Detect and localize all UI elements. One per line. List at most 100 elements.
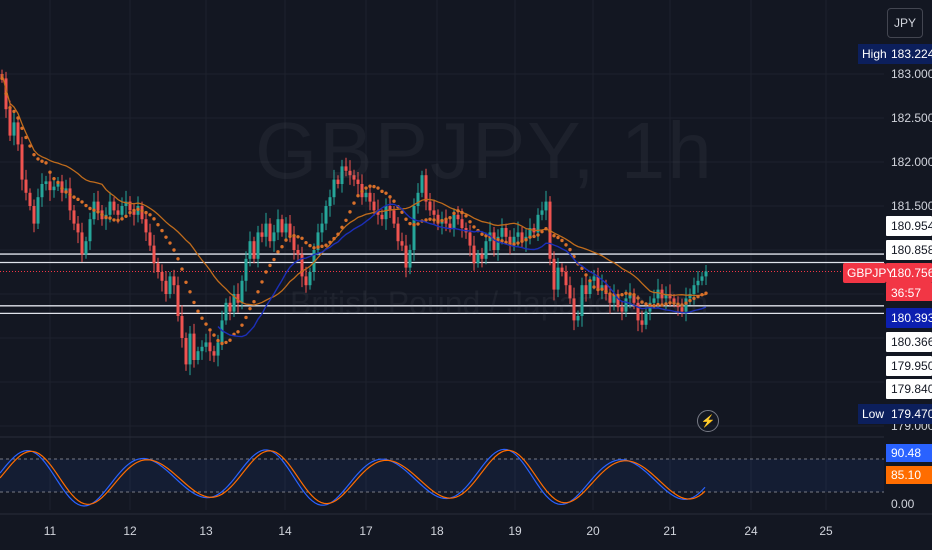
x-tick-label: 17 <box>359 524 373 538</box>
ma-dot <box>580 266 584 271</box>
ma-dot <box>92 208 96 212</box>
ma-dot <box>352 201 356 205</box>
candle-body <box>172 276 176 286</box>
candle-body <box>28 192 32 206</box>
stoch-band <box>0 459 884 492</box>
y-tick-label: 181.500 <box>891 199 932 213</box>
candle-body <box>620 307 624 312</box>
candle-body <box>216 342 220 356</box>
ma-dot <box>344 218 348 222</box>
ma-dot <box>260 280 264 284</box>
low-value: 179.470 <box>891 407 932 421</box>
candle-body <box>380 214 384 220</box>
candle-body <box>140 206 144 220</box>
candle-body <box>184 338 188 365</box>
ma-dot <box>4 92 8 96</box>
candle-body <box>576 316 580 321</box>
ma-dot <box>144 210 148 215</box>
candle-body <box>672 298 676 303</box>
ma-dot <box>12 109 16 114</box>
ma-dot <box>0 76 4 81</box>
candle-body <box>276 219 280 233</box>
candle-body <box>236 294 240 303</box>
candle-body <box>392 210 396 224</box>
ma-blue-value: 180.393 <box>891 311 932 325</box>
bolt-icon[interactable]: ⚡ <box>697 410 719 432</box>
ma-dot <box>276 250 280 254</box>
ma-dot <box>372 184 376 189</box>
candle-body <box>624 298 628 312</box>
ma-dot <box>436 219 440 223</box>
candle-body <box>612 294 616 303</box>
ma-dot <box>408 221 412 226</box>
candle-body <box>44 181 48 184</box>
ma-dot <box>120 217 124 221</box>
candle-body <box>596 276 600 290</box>
candle-body <box>312 250 316 272</box>
ma-dot <box>532 234 536 239</box>
candle-body <box>500 228 504 237</box>
ma-dot <box>48 170 52 174</box>
ma-dot <box>40 159 44 163</box>
candle-body <box>652 298 656 303</box>
ma-dot <box>192 300 196 305</box>
candle-body <box>344 166 348 171</box>
candle-body <box>432 210 436 215</box>
ma-dot <box>528 235 532 239</box>
ma-dot <box>524 238 528 242</box>
y-tick-label: 182.000 <box>891 155 932 169</box>
candle-body <box>156 263 160 272</box>
ma-dot <box>516 241 520 245</box>
ma-dot <box>20 126 24 130</box>
candle-body <box>544 201 548 211</box>
ma-dot <box>56 180 60 185</box>
ma-dot <box>212 333 216 337</box>
high-value: 183.224 <box>891 47 932 61</box>
level-180954-bg <box>886 216 932 236</box>
ma-dot <box>584 273 588 277</box>
candle-body <box>164 280 168 294</box>
candle-body <box>12 122 16 136</box>
candle-body <box>200 346 204 352</box>
candle-body <box>436 214 440 224</box>
ma-dot <box>184 280 188 284</box>
ma-dot <box>16 116 20 120</box>
candle-body <box>232 294 236 312</box>
ma-dot <box>152 217 156 221</box>
candle-body <box>244 258 248 281</box>
ma-dot <box>216 338 220 343</box>
ma-dot <box>672 301 676 305</box>
ma-dot <box>416 222 420 226</box>
ma-dot <box>648 303 652 308</box>
candle-body <box>160 272 164 281</box>
candle-body <box>316 232 320 250</box>
candle-body <box>252 241 256 259</box>
ma-dot <box>624 291 628 295</box>
low-label: Low <box>862 407 884 421</box>
ma-dot <box>196 309 200 313</box>
ma-dot <box>552 234 556 238</box>
ma-dot <box>560 238 564 243</box>
candle-body <box>340 166 344 184</box>
ma-dot <box>164 235 168 239</box>
high-label: High <box>862 47 887 61</box>
ma-dot <box>380 189 384 194</box>
candle-body <box>320 223 324 233</box>
ma-dot <box>292 234 296 238</box>
currency-button[interactable]: JPY <box>887 8 923 38</box>
candle-body <box>636 302 640 321</box>
x-tick-label: 11 <box>44 524 57 538</box>
candle-body <box>696 280 700 286</box>
candle-body <box>228 302 232 312</box>
ma-dot <box>140 209 144 213</box>
candle-body <box>644 311 648 325</box>
ma-dot <box>116 218 120 222</box>
level-180858-bg <box>886 240 932 260</box>
candle-body <box>116 210 120 215</box>
candle-body <box>372 201 376 211</box>
ma-dot <box>568 247 572 252</box>
candle-body <box>48 181 52 191</box>
ma-blue-value-bg <box>886 308 932 328</box>
ma-dot <box>428 217 432 221</box>
